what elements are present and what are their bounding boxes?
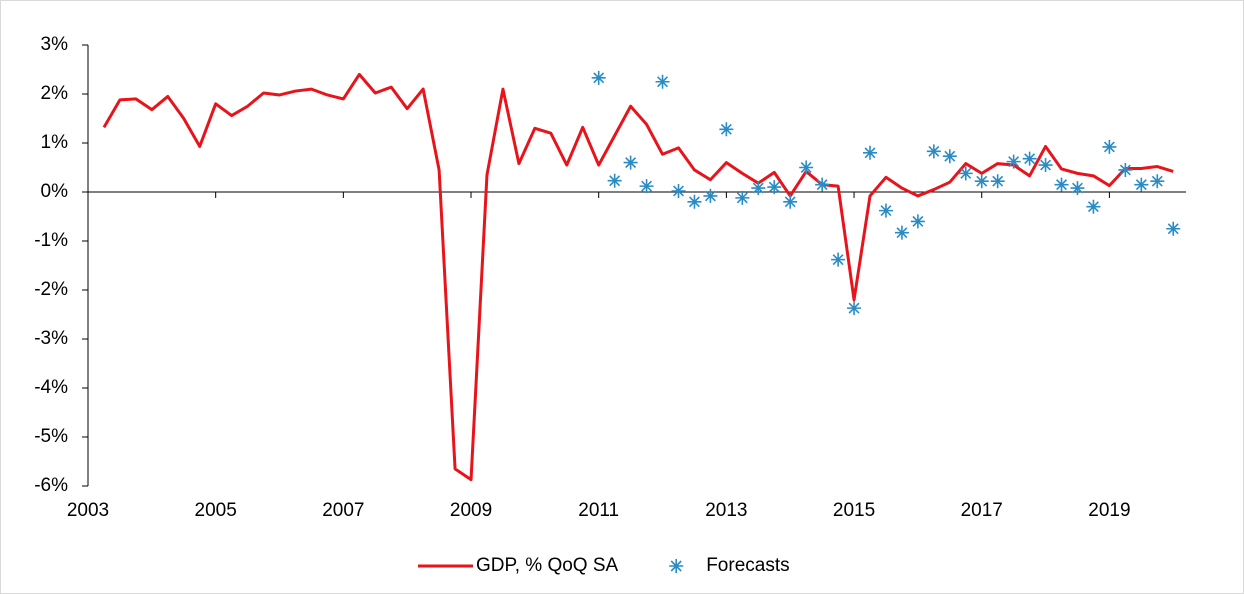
forecast-marker (910, 214, 925, 229)
forecast-marker (1006, 154, 1021, 169)
forecast-marker (591, 70, 606, 85)
x-tick-label: 2019 (1088, 500, 1130, 521)
y-tick-label: -2% (34, 279, 68, 300)
forecast-marker (831, 252, 846, 267)
legend-label: Forecasts (706, 555, 789, 576)
forecast-marker (974, 174, 989, 189)
y-tick-label: -5% (34, 426, 68, 447)
forecast-marker (815, 177, 830, 192)
x-tick-label: 2003 (67, 500, 109, 521)
x-tick-label: 2007 (322, 500, 364, 521)
forecast-marker (639, 179, 654, 194)
x-tick-label: 2009 (450, 500, 492, 521)
forecast-marker (1166, 221, 1181, 236)
forecast-marker (703, 188, 718, 203)
forecast-marker (655, 74, 670, 89)
forecast-marker (1086, 199, 1101, 214)
y-tick-label: 2% (41, 83, 69, 104)
y-tick-label: 1% (41, 132, 69, 153)
x-tick-label: 2015 (833, 500, 875, 521)
legend-label: GDP, % QoQ SA (476, 555, 619, 576)
forecast-marker (1022, 151, 1037, 166)
forecast-marker (1134, 177, 1149, 192)
y-tick-label: -1% (34, 230, 68, 251)
forecast-marker (607, 173, 622, 188)
forecast-marker (623, 155, 638, 170)
x-tick-label: 2013 (705, 500, 747, 521)
forecast-marker (719, 122, 734, 137)
forecast-marker (863, 145, 878, 160)
forecast-marker (671, 184, 686, 199)
forecast-marker (1118, 162, 1133, 177)
forecast-marker (1150, 174, 1165, 189)
y-tick-label: -3% (34, 328, 68, 349)
forecast-marker (1102, 139, 1117, 154)
x-tick-label: 2017 (961, 500, 1003, 521)
forecast-marker (735, 190, 750, 205)
forecast-marker (926, 144, 941, 159)
x-tick-label: 2005 (195, 500, 237, 521)
x-tick-label: 2011 (578, 500, 619, 521)
y-tick-label: 3% (41, 34, 69, 55)
forecast-marker (942, 149, 957, 164)
y-tick-label: 0% (41, 181, 69, 202)
forecast-marker (894, 225, 909, 240)
forecast-marker (751, 181, 766, 196)
y-tick-label: -4% (34, 377, 68, 398)
forecast-marker (1054, 177, 1069, 192)
forecast-marker (687, 194, 702, 209)
legend-swatch (669, 559, 684, 573)
forecast-marker (799, 160, 814, 175)
forecast-marker (783, 194, 798, 209)
forecast-marker (1070, 181, 1085, 196)
forecast-marker (847, 301, 862, 316)
forecast-marker (958, 166, 973, 181)
forecast-marker (767, 180, 782, 195)
forecast-marker (1038, 158, 1053, 173)
forecast-marker (990, 174, 1005, 189)
y-tick-label: -6% (34, 475, 68, 496)
forecast-marker (878, 203, 893, 218)
line-series (102, 72, 1174, 482)
